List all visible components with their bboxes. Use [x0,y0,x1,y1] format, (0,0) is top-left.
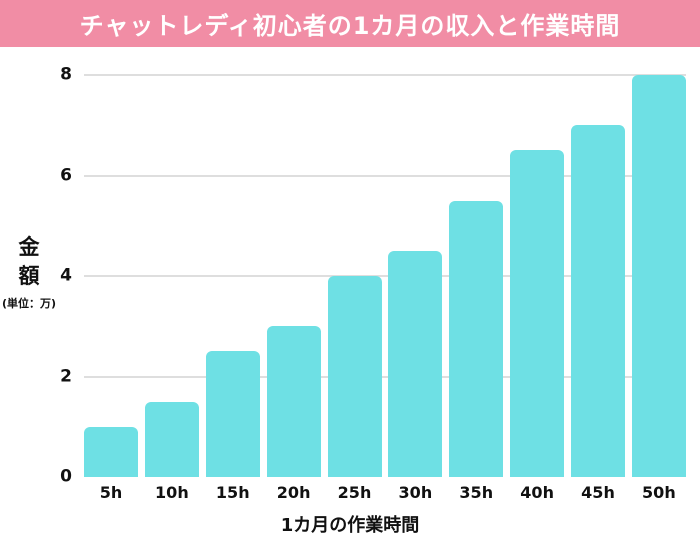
bars [84,75,686,477]
bar-30h [388,250,443,477]
x-tick-label-5h: 5h [99,483,123,502]
gridline-6 [84,174,686,177]
y-tick-label-4: 4 [60,265,72,286]
x-tick-label-30h: 30h [398,483,433,502]
y-axis-title: 金額 [18,235,40,289]
bar-10h [144,401,199,477]
x-tick-label-35h: 35h [459,483,494,502]
x-tick-label-50h: 50h [642,483,676,502]
chart-title-banner: チャットレディ初心者の1カ月の収入と作業時間 [0,0,700,47]
y-tick-label-0: 0 [60,466,72,487]
x-tick-label-25h: 25h [337,483,372,502]
y-tick-label-2: 2 [60,366,72,386]
bar-35h [449,200,504,477]
gridline-2 [84,375,686,378]
bar-20h [266,326,321,477]
y-tick-label-6: 6 [60,165,72,185]
bar-40h [510,150,565,477]
x-tick-label-45h: 45h [581,483,615,502]
bar-50h [631,75,686,477]
y-axis-title-block: 金額 (単位：万) [0,233,58,311]
y-tick-label-8: 8 [60,64,72,85]
x-tick-row: 5h 10h 15h 20h 25h 30h 35h 40h 45h 50h [84,483,686,502]
gridline-8 [84,74,686,76]
x-tick-label-10h: 10h [155,483,189,502]
chart-title: チャットレディ初心者の1カ月の収入と作業時間 [79,12,621,40]
x-axis-title: 1カ月の作業時間 [280,515,420,536]
bar-45h [571,125,625,477]
y-axis-unit-label: (単位：万) [1,296,57,310]
bar-15h [205,351,260,477]
x-tick-label-20h: 20h [276,483,311,502]
x-tick-label-40h: 40h [520,483,554,502]
plot-area: 0 2 4 6 8 [60,66,686,485]
gridline-4 [84,275,686,277]
bar-5h [84,426,138,477]
bar-25h [327,276,382,477]
x-tick-label-15h: 15h [215,483,250,502]
